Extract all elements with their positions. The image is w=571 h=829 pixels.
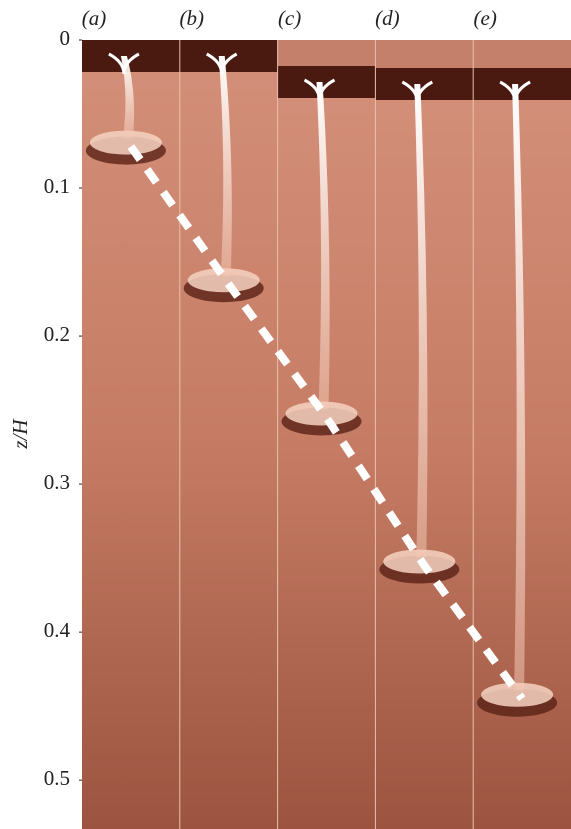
y-tick-label: 0.4 [44, 618, 71, 642]
panel-label: (e) [474, 6, 497, 30]
plume-head [303, 78, 336, 101]
y-tick-label: 0 [60, 26, 71, 50]
front-cap [187, 268, 260, 293]
panels [82, 40, 571, 829]
plume-stem [120, 56, 135, 139]
plume-stem [414, 84, 428, 558]
front-cap [285, 401, 358, 426]
plume-stem [512, 84, 526, 691]
y-tick-label: 0.3 [44, 470, 70, 494]
plume-stem [316, 82, 330, 410]
panel-body [82, 40, 180, 829]
panel-label: (b) [180, 6, 205, 30]
y-tick-label: 0.1 [44, 174, 70, 198]
dark-layer [277, 66, 376, 98]
plume-head [499, 80, 531, 103]
dark-layer [375, 68, 474, 100]
front-trend-line [127, 144, 526, 702]
plume-head [205, 52, 238, 75]
y-axis-label: z/H [8, 418, 32, 450]
dark-layer [179, 40, 278, 72]
dark-layer [82, 40, 180, 72]
y-tick-label: 0.2 [44, 322, 70, 346]
y-tick-label: 0.5 [44, 766, 70, 790]
front-cap [89, 130, 162, 155]
plume-stem [218, 56, 232, 277]
panel-label: (d) [375, 6, 400, 30]
panel-label: (a) [82, 6, 107, 30]
plume-head [108, 52, 140, 75]
dark-layer [473, 68, 571, 100]
plume-head [401, 80, 434, 103]
panel-label: (c) [278, 6, 301, 30]
front-cap [481, 682, 554, 707]
